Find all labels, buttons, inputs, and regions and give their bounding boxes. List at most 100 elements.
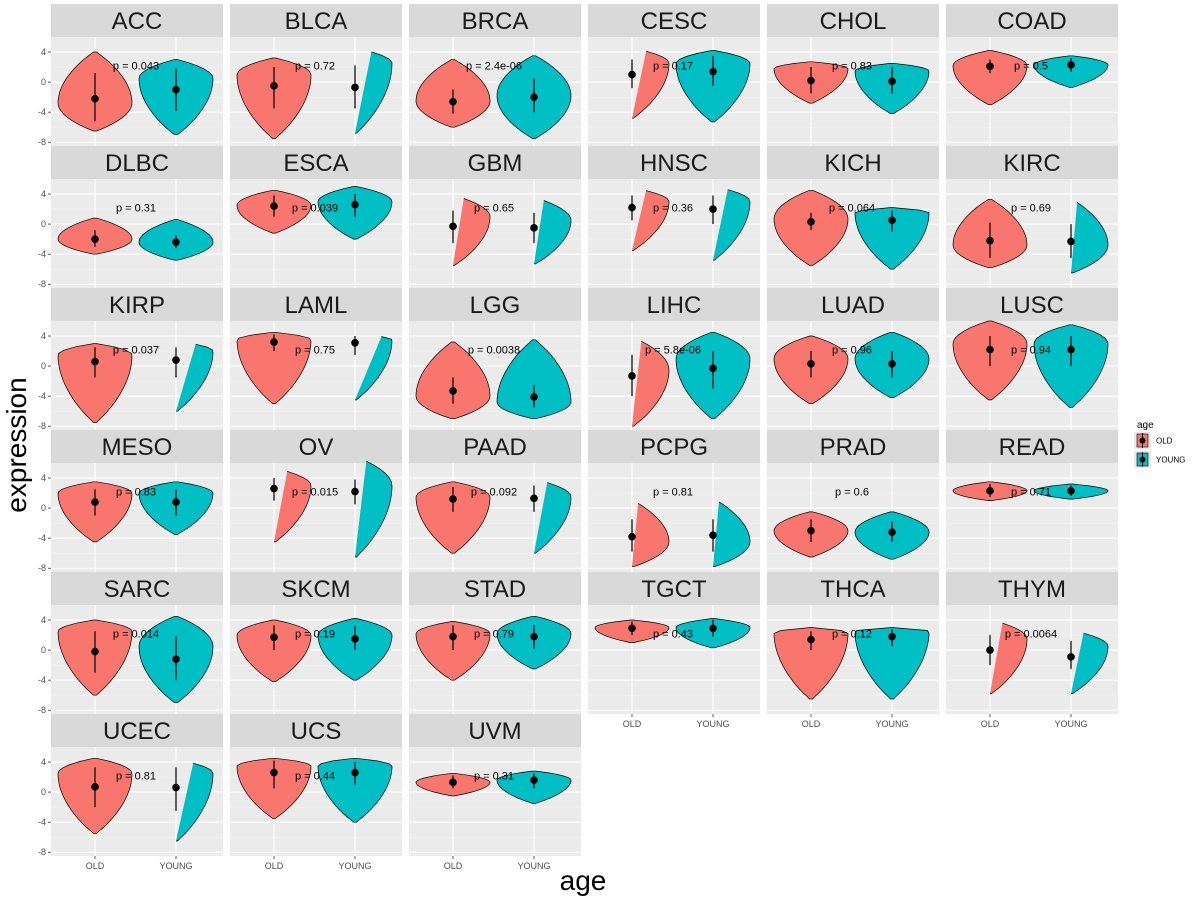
x-tick-label: YOUNG	[875, 719, 908, 729]
facet-strip-sarc	[51, 572, 223, 605]
facet-title-kich: KICH	[824, 150, 881, 177]
y-tick-label: 4	[41, 189, 46, 199]
facet-paad: PAAD p = 0.092	[409, 430, 581, 572]
violin-young-thca	[854, 627, 930, 700]
x-tick-label: OLD	[444, 861, 463, 871]
median-point-young-read	[1067, 487, 1075, 495]
p-value-ov: p = 0.015	[292, 487, 338, 499]
x-tick-label: OLD	[623, 719, 642, 729]
legend: age OLD YOUNG	[1134, 420, 1185, 468]
median-point-old-read	[986, 487, 994, 495]
facet-title-skcm: SKCM	[281, 576, 350, 603]
facet-strip-thym	[946, 572, 1118, 605]
violin-young-ucec	[176, 762, 214, 842]
median-point-young-dlbc	[172, 238, 180, 246]
facet-title-stad: STAD	[464, 576, 526, 603]
facet-kich: KICH p = 0.064	[767, 146, 939, 288]
p-value-sarc: p = 0.014	[113, 629, 159, 641]
violin-young-pcpg	[713, 501, 751, 568]
y-tick-label: -4	[38, 249, 46, 259]
median-point-young-acc	[172, 85, 180, 94]
facet-pcpg: PCPG p = 0.81	[588, 430, 760, 572]
y-tick-label: -8	[38, 137, 46, 147]
facet-title-kirp: KIRP	[109, 292, 165, 319]
facet-strip-esca	[230, 146, 402, 179]
facet-title-dlbc: DLBC	[105, 150, 169, 177]
facet-strip-kirc	[946, 146, 1118, 179]
violin-old-lihc	[632, 340, 670, 427]
p-value-ucec: p = 0.81	[116, 771, 156, 783]
y-tick-label: 4	[41, 615, 46, 625]
facet-sarc: SARC p = 0.014 4 0 -4 -8	[38, 572, 223, 715]
violin-young-gbm	[534, 200, 572, 265]
p-value-chol: p = 0.83	[832, 61, 872, 73]
median-point-young-lihc	[709, 364, 717, 373]
facet-prad: PRAD p = 0.6	[767, 430, 939, 572]
median-point-old-thca	[807, 635, 815, 644]
y-tick-label: -4	[38, 675, 46, 685]
p-value-kirc: p = 0.69	[1011, 203, 1051, 215]
facet-title-lgg: LGG	[470, 292, 521, 319]
median-point-old-cesc	[628, 70, 636, 79]
facet-strip-read	[946, 430, 1118, 463]
p-value-uvm: p = 0.31	[474, 771, 514, 783]
violin-young-lgg	[496, 339, 572, 420]
median-point-young-uvm	[530, 776, 538, 784]
violin-young-thym	[1071, 632, 1109, 695]
median-point-old-thym	[986, 646, 994, 654]
facet-strip-thca	[767, 572, 939, 605]
median-point-old-pcpg	[628, 532, 636, 541]
median-point-young-ucec	[172, 783, 180, 792]
facet-title-gbm: GBM	[468, 150, 523, 177]
violin-old-ucs	[236, 757, 312, 819]
x-tick-label: YOUNG	[517, 861, 550, 871]
facet-strip-kich	[767, 146, 939, 179]
facet-title-thym: THYM	[998, 576, 1066, 603]
facet-tgct: TGCT p = 0.43 OLD YOUNG	[588, 572, 760, 729]
legend-label-young: YOUNG	[1156, 456, 1185, 465]
median-point-old-kirp	[91, 357, 99, 366]
facet-title-read: READ	[999, 434, 1066, 461]
facet-strip-gbm	[409, 146, 581, 179]
median-point-young-laml	[351, 339, 359, 347]
p-value-esca: p = 0.039	[292, 203, 338, 215]
facet-laml: LAML p = 0.75	[230, 288, 402, 430]
facet-title-sarc: SARC	[104, 576, 171, 603]
violin-old-stad	[415, 621, 491, 681]
facet-ucs: UCS p = 0.44 OLD YOUNG	[230, 714, 402, 871]
x-tick-label: OLD	[86, 861, 105, 871]
median-point-old-paad	[449, 495, 457, 503]
facet-title-hnsc: HNSC	[640, 150, 708, 177]
p-value-prad: p = 0.6	[835, 487, 869, 499]
p-value-meso: p = 0.83	[116, 487, 156, 499]
facet-strip-dlbc	[51, 146, 223, 179]
violin-old-gbm	[453, 198, 491, 266]
panel-bg-read	[946, 463, 1118, 572]
median-point-young-meso	[172, 498, 180, 506]
facet-strip-blca	[230, 4, 402, 37]
violin-young-coad	[1033, 55, 1109, 88]
legend-entry-old: OLD	[1134, 432, 1173, 449]
facet-cesc: CESC p = 0.17	[588, 4, 760, 146]
median-point-old-acc	[91, 94, 99, 103]
facet-strip-ov	[230, 430, 402, 463]
median-point-old-lgg	[449, 387, 457, 395]
violin-young-kirc	[1071, 202, 1109, 274]
y-tick-label: -4	[38, 391, 46, 401]
y-tick-label: 0	[41, 219, 46, 229]
median-point-old-esca	[270, 202, 278, 210]
legend-label-old: OLD	[1156, 437, 1173, 446]
violin-old-paad	[415, 481, 491, 554]
y-tick-label: -8	[38, 563, 46, 573]
facet-strip-meso	[51, 430, 223, 463]
violin-young-cesc	[675, 50, 751, 123]
facet-title-lusc: LUSC	[1000, 292, 1064, 319]
median-point-old-gbm	[449, 222, 457, 231]
facet-ov: OV p = 0.015	[230, 430, 402, 572]
facet-title-acc: ACC	[112, 8, 163, 35]
y-tick-label: 0	[41, 503, 46, 513]
facet-title-ucs: UCS	[291, 718, 342, 745]
facet-strip-prad	[767, 430, 939, 463]
facet-read: READ p = 0.71	[946, 430, 1118, 572]
